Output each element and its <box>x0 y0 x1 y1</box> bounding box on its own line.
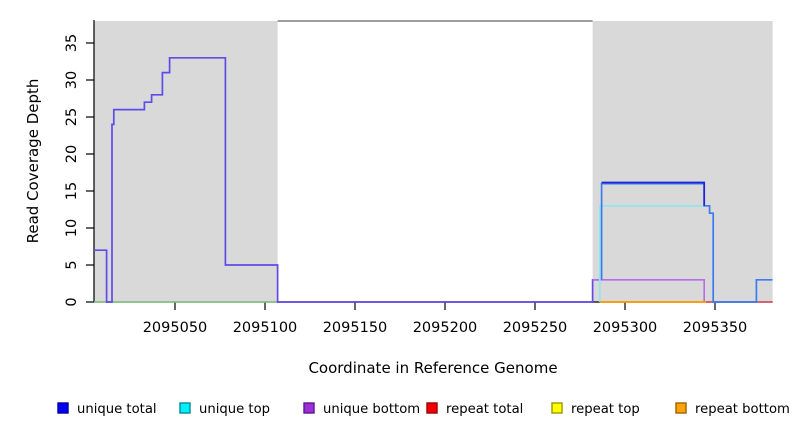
x-tick-label: 2095250 <box>503 320 568 336</box>
repeat-total-swatch-icon <box>426 402 438 414</box>
repeat-bottom-swatch-icon <box>675 402 687 414</box>
unique-bottom-swatch-icon <box>303 402 315 414</box>
y-tick-label: 15 <box>64 182 80 200</box>
repeat-top-swatch-icon <box>551 402 563 414</box>
x-tick-label: 2095300 <box>593 320 658 336</box>
series-unique-bottom <box>592 278 706 302</box>
shaded-region <box>592 21 773 302</box>
y-tick-label: 10 <box>64 219 80 237</box>
axes: 2095050 2095100 2095150 2095200 2095250 20953… <box>64 20 773 336</box>
unique-total-swatch-icon <box>57 402 69 414</box>
legend-item-label: unique total <box>77 402 157 417</box>
y-tick-label: 35 <box>64 34 80 52</box>
shaded-region <box>94 21 278 302</box>
series-right-coverage-blue <box>600 182 773 303</box>
legend-item-label: repeat top <box>571 402 640 417</box>
x-tick-label: 2095150 <box>323 320 388 336</box>
legend-item-unique-total: unique total <box>57 402 157 417</box>
legend-item-repeat-top: repeat top <box>551 402 640 417</box>
shaded-regions <box>94 20 773 302</box>
x-tick-label: 2095100 <box>233 320 298 336</box>
y-axis-title: Read Coverage Depth <box>24 79 42 244</box>
y-tick-label: 0 <box>64 297 80 306</box>
x-tick-label: 2095200 <box>413 320 478 336</box>
y-tick-label: 20 <box>64 145 80 163</box>
legend-item-unique-top: unique top <box>179 402 270 417</box>
x-tick-label: 2095050 <box>143 320 208 336</box>
legend-item-label: unique bottom <box>323 402 420 417</box>
legend-item-repeat-total: repeat total <box>426 402 523 417</box>
legend: unique total unique top unique bottom re… <box>57 402 790 417</box>
series-unique-top <box>598 205 705 302</box>
series-main-coverage-violet <box>94 56 602 303</box>
legend-item-label: repeat bottom <box>695 402 790 417</box>
series-unique-total <box>601 181 706 206</box>
y-tick-label: 5 <box>64 260 80 269</box>
y-tick-label: 25 <box>64 108 80 126</box>
y-tick-label: 30 <box>64 71 80 89</box>
legend-item-repeat-bottom: repeat bottom <box>675 402 790 417</box>
x-tick-label: 2095350 <box>683 320 748 336</box>
data-series <box>94 56 773 303</box>
unique-top-swatch-icon <box>179 402 191 414</box>
legend-item-label: repeat total <box>446 402 523 417</box>
legend-item-label: unique top <box>199 402 270 417</box>
x-axis-title: Coordinate in Reference Genome <box>308 359 557 377</box>
legend-item-unique-bottom: unique bottom <box>303 402 420 417</box>
